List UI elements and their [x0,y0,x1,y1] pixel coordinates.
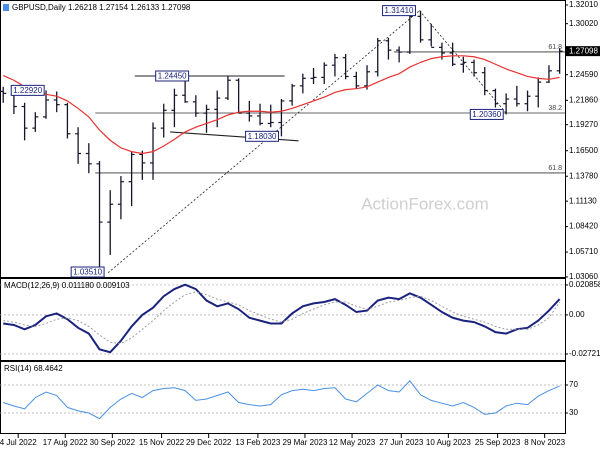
indicator-line [3,291,561,345]
symbol-icon [3,4,9,11]
fib-level-label: 61.8 [548,44,562,51]
x-tick-label: 12 May 2023 [329,438,376,447]
y-tick-label: 1.30020 [569,19,598,28]
y-tick-label: 1.21860 [569,95,598,104]
price-label: 1.03510 [73,268,102,277]
y-tick-label: 1.32010 [569,0,598,9]
price-label: 1.24450 [158,72,187,81]
y-tick-label: 1.24590 [569,70,598,79]
y-tick-label: 1.05710 [569,247,598,256]
trend-line [170,131,299,142]
price-label-box [155,70,190,82]
x-tick-label: 29 Dec 2022 [186,438,232,447]
last-price-label: 1.27098 [569,47,598,56]
y-tick-label: 1.03060 [569,272,598,281]
y-tick-label: 1.19270 [569,120,598,129]
y-tick-label: 70 [569,380,578,389]
price-label-box [382,5,416,17]
fib-level-label: 38.2 [548,105,562,112]
watermark: ActionForex.com [361,194,489,213]
panel-frame [0,0,566,278]
y-tick-label: 0.020858 [569,280,600,289]
price-label: 1.22920 [13,86,42,95]
trend-line [419,10,508,115]
x-tick-label: 10 Aug 2023 [426,438,471,447]
indicator-line [3,380,560,420]
price-label-box [469,108,504,120]
price-label-box [10,84,45,96]
x-tick-label: 30 Sep 2022 [90,438,136,447]
panel-title: GBPUSD,Daily 1.26218 1.27154 1.26133 1.2… [12,3,191,12]
last-price-box [566,46,600,57]
x-tick-label: 8 Nov 2023 [524,438,565,447]
price-label: 1.31410 [385,6,414,15]
price-label: 1.20360 [472,110,501,119]
y-tick-label: 1.11130 [569,196,597,205]
panel-frame [0,278,566,361]
y-tick-label: 1.16500 [569,146,598,155]
x-tick-label: 13 Feb 2023 [235,438,280,447]
x-tick-label: 4 Jul 2022 [0,438,37,447]
price-label-box [70,266,105,278]
x-tick-label: 27 Jun 2023 [379,438,424,447]
x-tick-label: 25 Sep 2023 [475,438,521,447]
y-tick-label: -0.027213 [569,349,600,358]
moving-average [2,55,560,155]
price-label: 1.18030 [248,132,277,141]
indicator-line [3,283,561,354]
y-tick-label: 30 [569,408,578,417]
panel-title: RSI(14) 68.4642 [4,364,63,373]
x-tick-label: 29 Mar 2023 [283,438,328,447]
y-tick-label: 0.00 [569,310,585,319]
panel-title: MACD(12,26,9) 0.011180 0.009103 [4,281,130,290]
price-label-box [245,130,279,142]
fib-level-label: 61.8 [548,165,562,172]
x-tick-label: 15 Nov 2022 [139,438,185,447]
panel-frame [0,361,566,434]
y-tick-label: 1.08420 [569,222,598,231]
y-tick-label: 1.13780 [569,171,598,180]
x-tick-label: 17 Aug 2022 [43,438,88,447]
